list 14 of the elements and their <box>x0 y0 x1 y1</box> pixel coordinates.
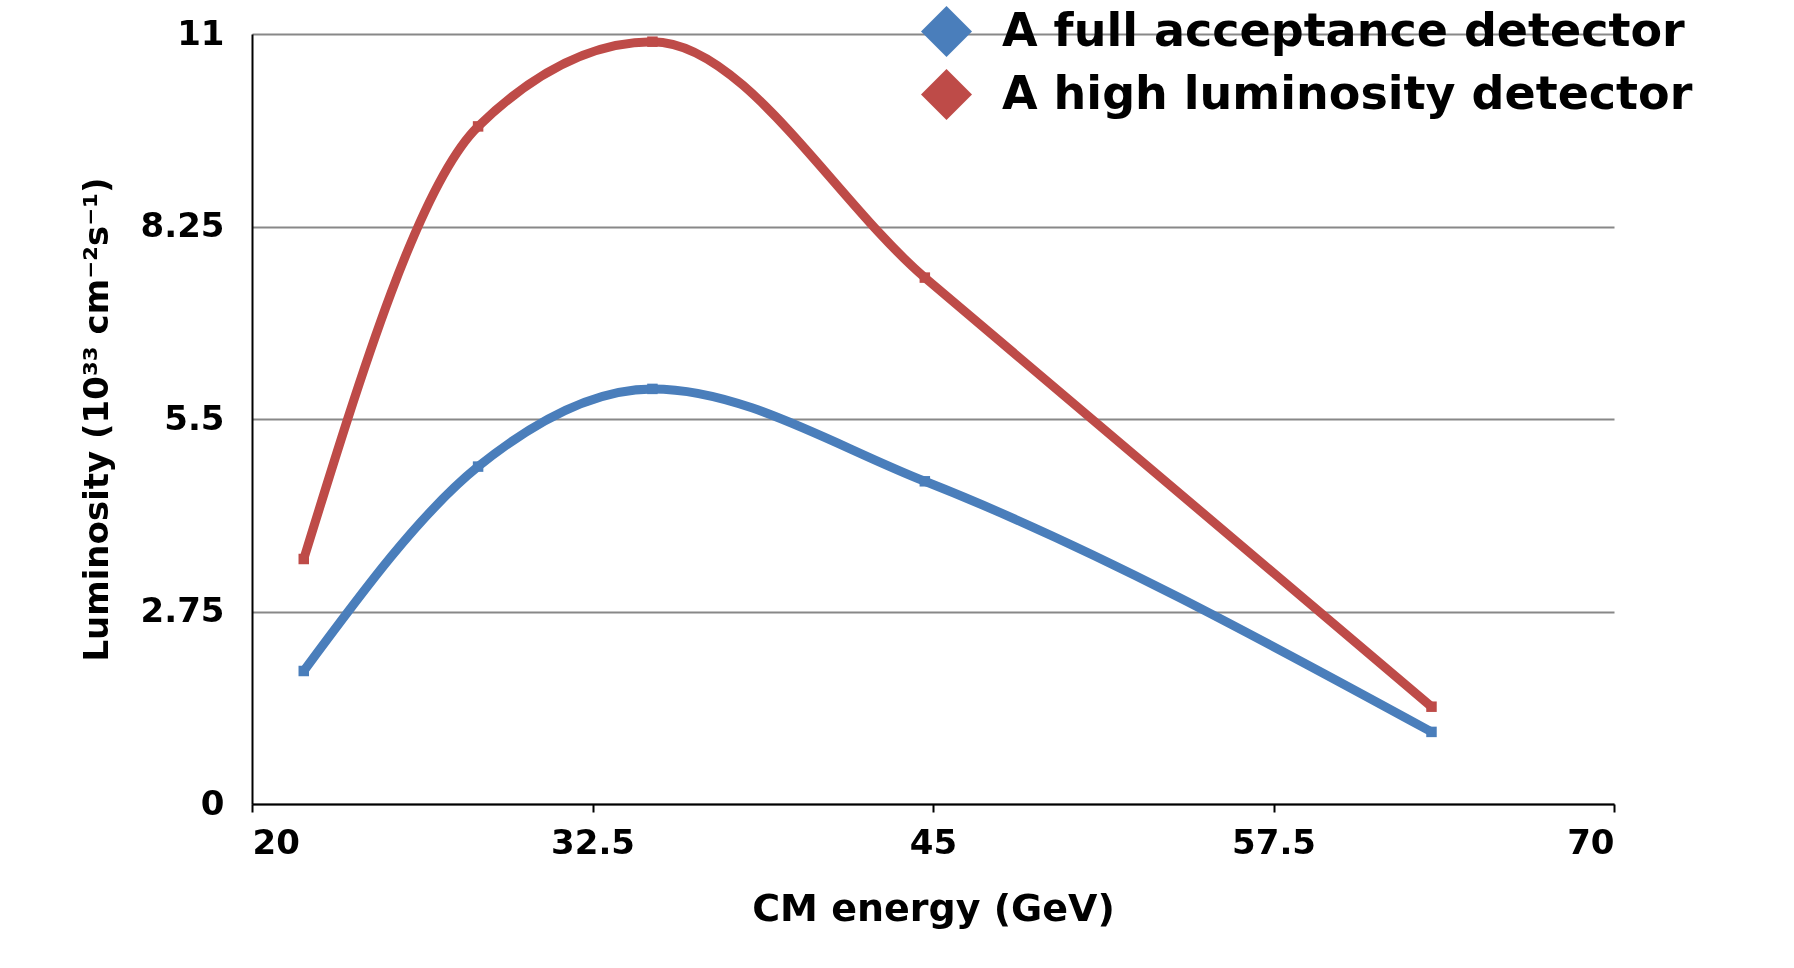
x-tick-label: 70 <box>1567 821 1615 862</box>
y-tick-label: 5.5 <box>164 397 225 438</box>
legend-label: A high luminosity detector <box>1002 65 1693 120</box>
x-tick-label: 57.5 <box>1232 821 1316 862</box>
y-tick-label: 0 <box>200 782 225 823</box>
x-tick-label: 45 <box>909 821 958 862</box>
legend-label: A full acceptance detector <box>1002 2 1686 57</box>
y-tick-label: 11 <box>177 12 225 53</box>
x-axis-title: CM energy (GeV) <box>752 885 1115 930</box>
x-tick-label: 32.5 <box>551 821 635 862</box>
y-tick-label: 2.75 <box>140 590 225 630</box>
y-tick-label: 8.25 <box>140 205 225 245</box>
x-tick-label: 20 <box>252 821 300 862</box>
y-axis-title: Luminosity (10³³ cm⁻²s⁻¹) <box>75 177 116 662</box>
